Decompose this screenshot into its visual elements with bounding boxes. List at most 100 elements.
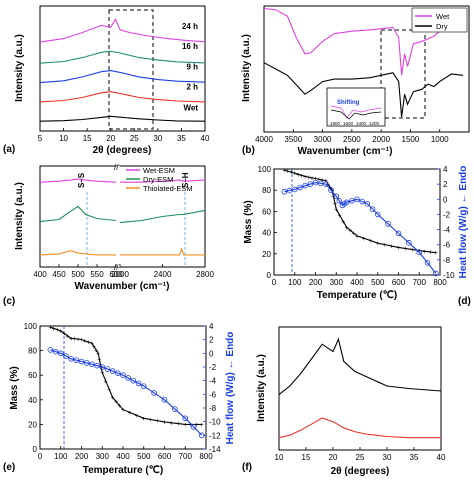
inset-tick-label: 1400 <box>356 121 367 126</box>
panel-a: 5 10 15 20 25 30 35 40 Wet 2 h 9 h 16 h 24 h 2θ (de… <box>3 5 210 156</box>
heat-flow-marker <box>130 377 137 384</box>
inset-tick-label: 1200 <box>369 121 380 126</box>
x-tick-label: 3000 <box>314 135 332 144</box>
mass-marker: + <box>162 419 166 426</box>
heat-flow-marker <box>89 361 95 368</box>
mass-marker: + <box>100 370 104 377</box>
y2-tick-label: -4 <box>209 377 217 386</box>
y2-tick-label: -8 <box>443 256 451 265</box>
heat-flow-marker <box>359 198 365 205</box>
heat-flow-marker <box>374 211 381 218</box>
series-annotation: 24 h <box>182 22 198 31</box>
x-tick-label: 700 <box>179 452 193 461</box>
mass-marker: + <box>410 247 414 254</box>
panel-b: Shifting 1800 1600 1400 1200 4000 3500 3000 25… <box>241 5 470 157</box>
x-axis-label: Temperature (℃) <box>83 465 164 476</box>
x-tick-label: 35 <box>177 134 186 143</box>
mass-marker: + <box>94 347 98 354</box>
x-tick-label: 40 <box>201 134 210 143</box>
x-tick-label: 400 <box>350 278 364 287</box>
mass-marker: + <box>403 246 407 253</box>
mass-marker: + <box>317 177 321 184</box>
mass-marker: + <box>320 177 324 184</box>
heat-flow-marker <box>433 270 439 277</box>
y-axis-label: Intensity (a.u.) <box>241 34 252 102</box>
heat-flow-curve <box>284 182 437 274</box>
x-tick-label: 600 <box>392 278 406 287</box>
mass-marker: + <box>149 417 153 424</box>
mass-marker: + <box>104 378 108 385</box>
heat-flow-marker <box>328 187 334 194</box>
mass-marker: + <box>200 422 204 429</box>
heat-flow-marker <box>291 186 298 193</box>
x-tick-label: 100 <box>288 278 302 287</box>
mass-marker: + <box>128 410 132 417</box>
mass-marker: + <box>351 230 355 237</box>
heat-flow-marker <box>297 184 303 191</box>
y2-tick-label: 2 <box>443 180 448 189</box>
mass-marker: + <box>376 241 380 248</box>
x-tick-label: 100 <box>54 452 68 461</box>
mass-marker: + <box>423 249 427 256</box>
x-tick-label: 0 <box>272 278 277 287</box>
x-tick-label: 200 <box>75 452 89 461</box>
x-tick-label: 4000 <box>255 135 273 144</box>
y-tick-label: 40 <box>262 229 271 238</box>
series-line-Wet <box>39 115 206 122</box>
x-tick-label: 15 <box>302 453 311 462</box>
mass-marker: + <box>121 407 125 414</box>
y-tick-label: 100 <box>24 322 38 331</box>
heat-flow-marker <box>78 358 85 365</box>
series-annotation: 2 h <box>186 83 198 92</box>
series-line-Wet <box>263 7 464 76</box>
x-tick-label: 2500 <box>343 135 361 144</box>
y2-tick-label: -2 <box>443 210 451 219</box>
heat-flow-marker <box>190 423 197 430</box>
mass-marker: + <box>313 176 317 183</box>
x-tick-label: 500 <box>137 452 151 461</box>
mass-marker: + <box>334 207 338 214</box>
y-axis-label: Mass (%) <box>243 200 254 243</box>
mass-marker: + <box>55 327 59 334</box>
x-tick-label: 550 <box>90 270 104 279</box>
y-tick-label: 80 <box>28 347 37 356</box>
x-tick-label: 25 <box>356 453 365 462</box>
y-tick-label: 60 <box>262 207 271 216</box>
x-tick-label: 25 <box>130 134 139 143</box>
x-tick-label: 15 <box>83 134 92 143</box>
heat-flow-marker <box>135 380 142 387</box>
y2-tick-label: 2 <box>209 336 214 345</box>
x-tick-label: 20 <box>106 134 115 143</box>
heat-flow-marker <box>312 179 319 186</box>
heat-flow-marker <box>47 347 54 353</box>
series-line-Dry-ESM <box>119 209 206 224</box>
x-tick-label: 0 <box>38 452 43 461</box>
mass-marker: + <box>355 233 359 240</box>
legend-label: Wet <box>436 12 450 21</box>
mass-marker: + <box>286 169 290 176</box>
x-tick-label: 700 <box>413 278 427 287</box>
mass-marker: + <box>348 228 352 235</box>
mass-marker: + <box>341 219 345 226</box>
mass-marker: + <box>156 418 160 425</box>
x-tick-label: 500 <box>71 270 85 279</box>
mass-marker: + <box>97 357 101 364</box>
heat-flow-marker <box>424 260 431 266</box>
y2-tick-label: -6 <box>209 390 217 399</box>
y2-tick-label: -4 <box>443 226 451 235</box>
mass-marker: + <box>117 403 121 410</box>
inset-tick-label: 1600 <box>343 121 354 126</box>
series-line-Dry-ESM <box>39 205 117 223</box>
y-tick-label: 20 <box>262 250 271 259</box>
heat-flow-marker <box>416 249 423 256</box>
mass-marker: + <box>135 413 139 420</box>
axis-break-mark-top: // <box>114 163 119 172</box>
series-annotation: 9 h <box>186 62 198 71</box>
heat-flow-marker <box>385 221 391 227</box>
y-tick-label: 40 <box>28 396 37 405</box>
dashed-highlight-box <box>380 29 426 119</box>
series-line-24-h <box>39 18 206 43</box>
y-axis-label: Mass (%) <box>9 366 20 409</box>
axis-break-mark-bottom: // <box>114 263 119 272</box>
